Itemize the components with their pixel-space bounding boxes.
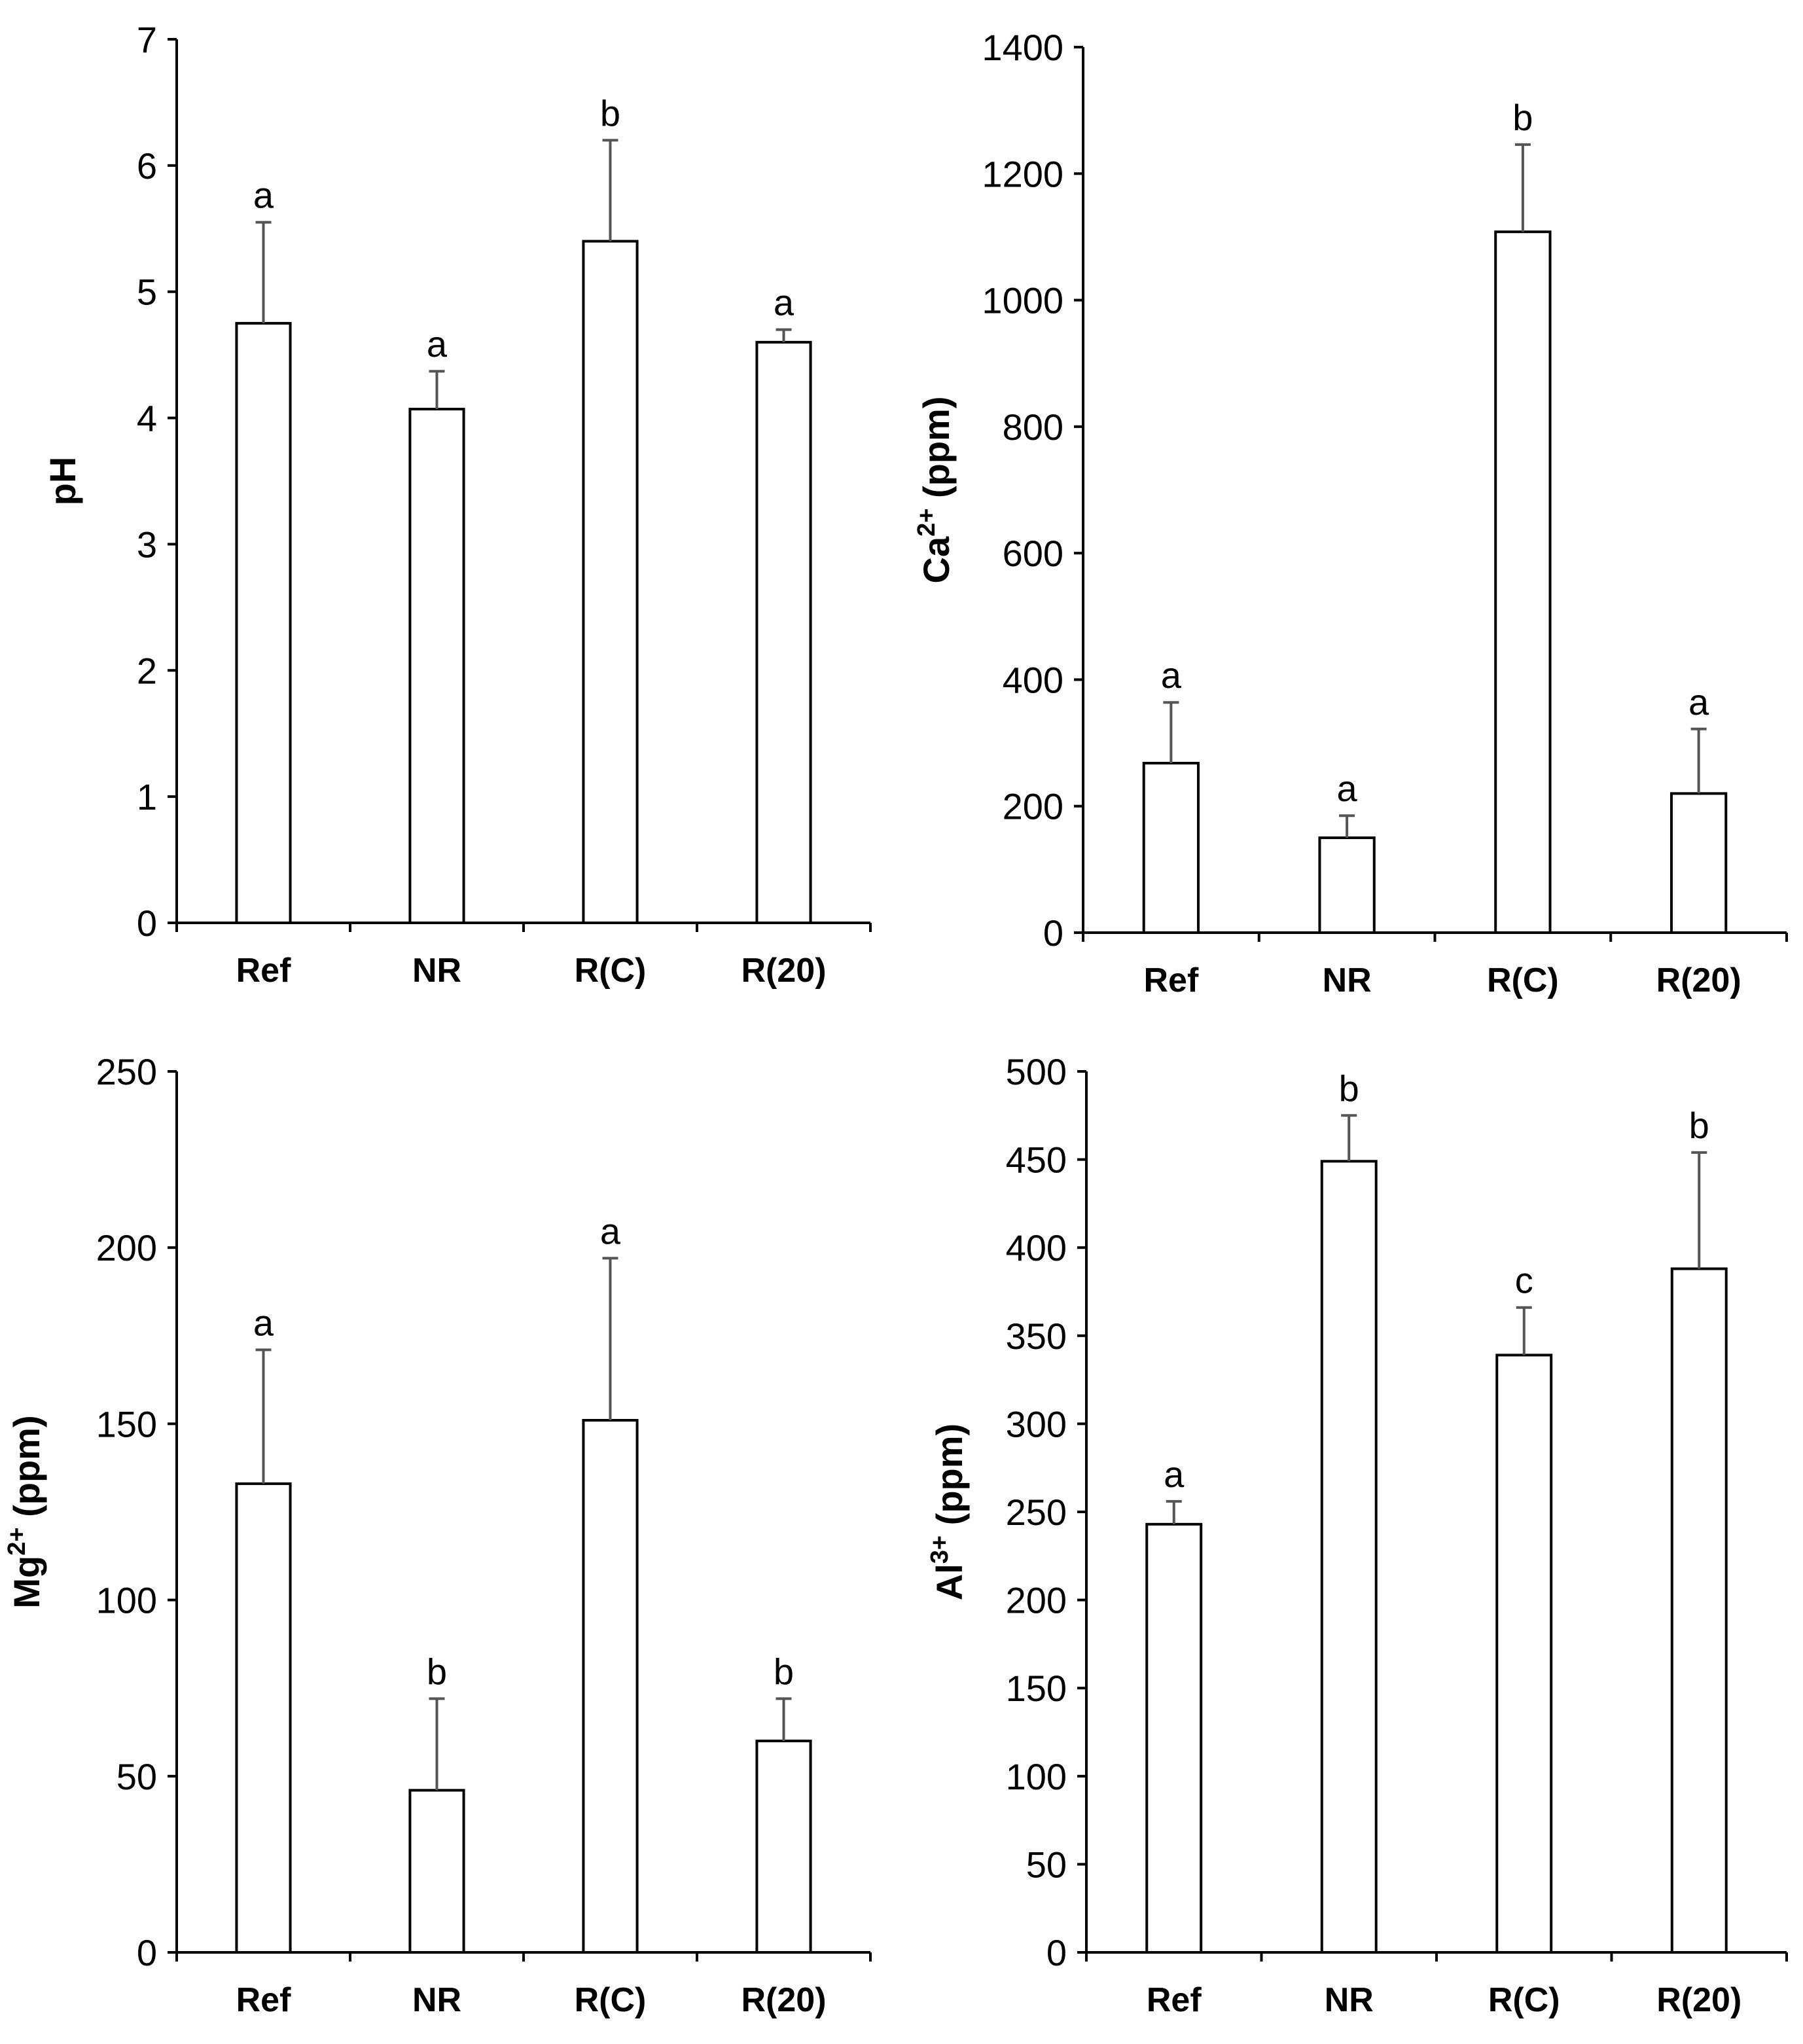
category-label: R(20): [1656, 961, 1741, 999]
y-tick-label: 0: [137, 903, 157, 944]
significance-letter: a: [1688, 681, 1709, 723]
bar-rc: [582, 240, 639, 925]
significance-letter: a: [1337, 768, 1358, 809]
bar-nr: [408, 1789, 465, 1954]
significance-letter: a: [1164, 1454, 1185, 1495]
bar-rc: [1494, 230, 1552, 934]
y-tick-label: 50: [1026, 1844, 1067, 1885]
category-label: R(C): [575, 1981, 647, 2019]
y-axis-title-base: Mg: [6, 1556, 47, 1609]
significance-letter: a: [427, 323, 448, 365]
y-tick-label: 1200: [982, 153, 1063, 194]
y-axis-title-base: Ca: [916, 536, 957, 583]
y-tick-label: 4: [137, 398, 157, 439]
y-tick-label: 250: [1006, 1492, 1067, 1533]
significance-letter: b: [1512, 97, 1533, 138]
y-tick-label: 1400: [982, 27, 1063, 68]
y-tick-label: 200: [96, 1227, 157, 1268]
y-axis-title: Ca2+ (ppm): [913, 397, 957, 584]
significance-letter: a: [774, 282, 794, 323]
significance-letter: a: [253, 1302, 274, 1343]
y-tick-label: 100: [1006, 1756, 1067, 1797]
category-label: NR: [412, 952, 461, 990]
category-label: R(20): [741, 952, 826, 990]
y-axis-title-unit: (ppm): [6, 1415, 47, 1527]
significance-letter: b: [600, 92, 620, 134]
y-axis-title-unit: (ppm): [916, 397, 957, 509]
y-tick-label: 300: [1006, 1403, 1067, 1444]
category-label: R(20): [1656, 1981, 1741, 2019]
y-tick-label: 0: [1046, 1932, 1067, 1973]
chart-panel-bottom-left: 0 50 100 150 200 250 a Ref b NR a R(C) b R(20) Mg2+ (p…: [3, 1051, 872, 2019]
y-axis-title-superscript: 2+: [3, 1527, 31, 1555]
category-label: NR: [1325, 1981, 1374, 2019]
bar-r20: [755, 1739, 812, 1954]
y-tick-label: 350: [1006, 1316, 1067, 1357]
chart-panel-top-left: 0 1 2 3 4 5 6 7 a Ref a NR b R(C) a R(20) pH: [42, 19, 872, 990]
bar-r20: [755, 340, 812, 924]
y-tick-label: 0: [1043, 912, 1063, 954]
category-label: Ref: [236, 1981, 291, 2019]
y-tick-label: 1: [137, 776, 157, 817]
y-axis-title: Mg2+ (ppm): [3, 1415, 47, 1608]
bar-ref: [1142, 761, 1200, 935]
y-tick-label: 500: [1006, 1051, 1067, 1092]
category-label: Ref: [236, 952, 291, 990]
significance-letter: b: [1339, 1067, 1359, 1109]
bar-nr: [1320, 1160, 1378, 1954]
y-tick-label: 400: [1003, 659, 1063, 700]
significance-letter: b: [1689, 1105, 1709, 1146]
y-axis-title-base: Al: [929, 1564, 970, 1600]
bar-ref: [1145, 1522, 1203, 1954]
category-label: Ref: [1143, 961, 1198, 999]
significance-letter: b: [774, 1651, 794, 1692]
category-label: NR: [412, 1981, 461, 2019]
significance-letter: a: [600, 1210, 621, 1251]
y-tick-label: 200: [1006, 1580, 1067, 1621]
bar-r20: [1670, 1267, 1728, 1954]
y-tick-label: 100: [96, 1580, 157, 1621]
y-tick-label: 5: [137, 272, 157, 313]
significance-letter: c: [1515, 1260, 1533, 1301]
category-label: R(20): [741, 1981, 826, 2019]
chart-panel-bottom-right: 0 50 100 150 200 250 300 350 400 450 500 a Ref b NR c R(…: [926, 1051, 1788, 2019]
chart-panel-top-right: 0 200 400 600 800 1000 1200 1400 a Ref a NR b R(C) a R(…: [913, 27, 1788, 999]
category-label: R(C): [1488, 1981, 1560, 2019]
bar-rc: [1495, 1354, 1553, 1954]
y-tick-label: 150: [96, 1403, 157, 1444]
significance-letter: a: [1161, 654, 1182, 696]
y-axis-title: Al3+ (ppm): [926, 1424, 970, 1600]
y-axis-title: pH: [42, 457, 83, 506]
category-label: NR: [1323, 961, 1372, 999]
y-tick-label: 600: [1003, 533, 1063, 574]
y-tick-label: 250: [96, 1051, 157, 1092]
category-label: R(C): [575, 952, 647, 990]
bar-ref: [235, 321, 292, 924]
category-label: Ref: [1147, 1981, 1202, 2019]
y-axis-title-superscript: 2+: [913, 509, 940, 537]
y-tick-label: 3: [137, 524, 157, 565]
y-tick-label: 50: [116, 1756, 157, 1797]
bar-r20: [1669, 792, 1728, 935]
y-tick-label: 800: [1003, 406, 1063, 448]
significance-letter: b: [427, 1651, 447, 1692]
y-tick-label: 6: [137, 145, 157, 187]
y-tick-label: 2: [137, 650, 157, 691]
y-tick-label: 150: [1006, 1668, 1067, 1709]
significance-letter: a: [253, 175, 274, 216]
bar-nr: [408, 408, 465, 924]
y-tick-label: 450: [1006, 1139, 1067, 1181]
y-tick-label: 0: [137, 1932, 157, 1973]
y-tick-label: 200: [1003, 786, 1063, 827]
bar-ref: [235, 1482, 292, 1954]
bar-rc: [582, 1419, 639, 1954]
bar-nr: [1318, 836, 1376, 935]
y-axis-title-unit: (ppm): [929, 1424, 970, 1535]
y-tick-label: 7: [137, 19, 157, 60]
y-axis-title-superscript: 3+: [926, 1535, 954, 1564]
y-tick-label: 400: [1006, 1227, 1067, 1268]
y-tick-label: 1000: [982, 280, 1063, 321]
category-label: R(C): [1487, 961, 1559, 999]
